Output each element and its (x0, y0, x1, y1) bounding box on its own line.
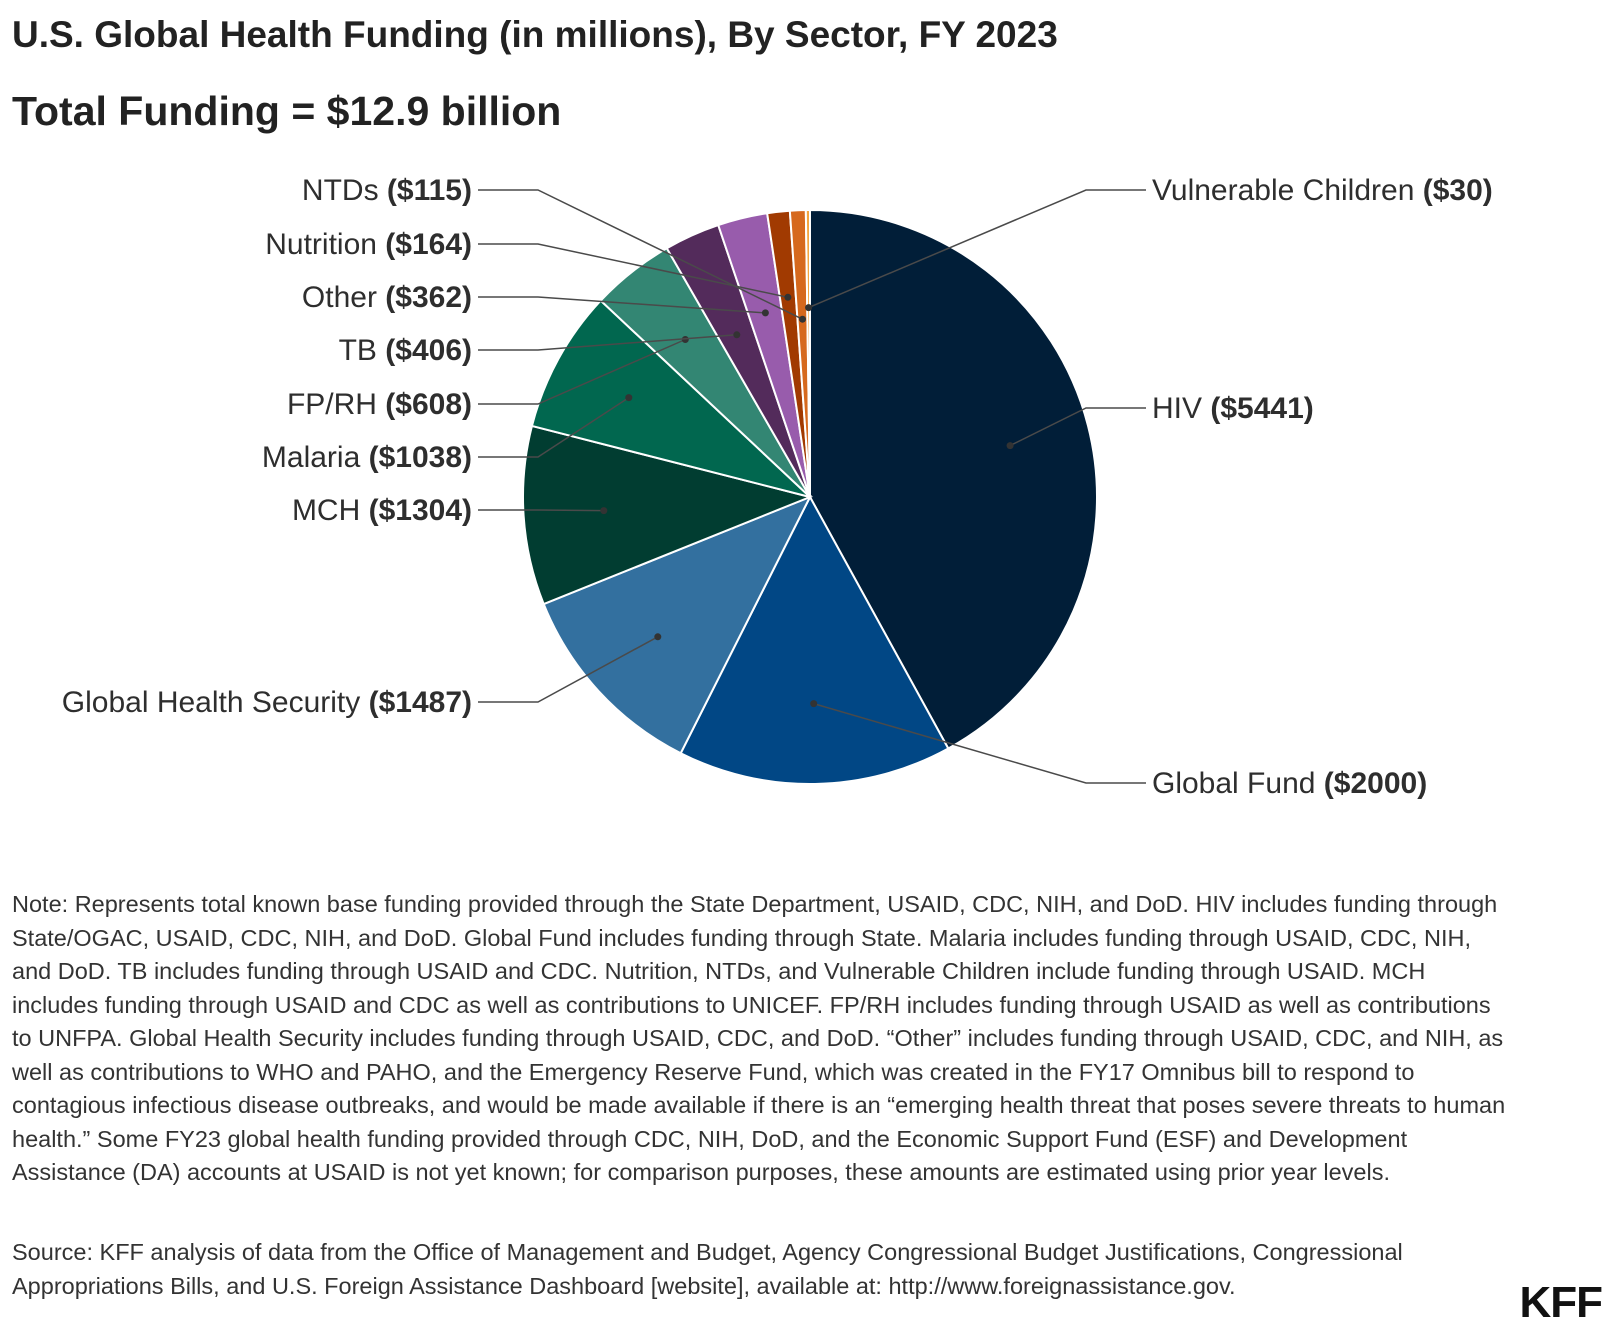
leader-line-fp-rh (478, 338, 686, 405)
slice-label-global-health-security: Global Health Security ($1487) (62, 686, 472, 719)
leader-line-vulnerable-children (808, 189, 1146, 309)
leader-line-hiv (1009, 407, 1146, 447)
slice-label-name: TB (339, 334, 386, 367)
leader-dot-global-fund (810, 700, 818, 708)
slice-label-hiv: HIV ($5441) (1152, 392, 1314, 425)
slice-label-value: ($2000) (1324, 767, 1427, 800)
leader-line-other (478, 296, 766, 314)
slice-label-name: Other (302, 281, 385, 314)
slice-label-name: Vulnerable Children (1152, 174, 1423, 207)
slice-label-other: Other ($362) (302, 281, 472, 314)
slice-hiv (809, 208, 1098, 750)
slice-label-name: HIV (1152, 392, 1210, 425)
slice-label-name: Global Health Security (62, 686, 369, 719)
slice-label-name: Nutrition (265, 228, 385, 261)
leader-dot-mch (600, 507, 608, 515)
slice-label-value: ($115) (387, 174, 472, 207)
slice-labels: HIV ($5441) Global Fund ($2000) Global Hea… (62, 174, 1493, 800)
kff-logo: KFF (1519, 1278, 1603, 1327)
slice-label-name: NTDs (302, 174, 387, 207)
slice-label-value: ($5441) (1210, 392, 1313, 425)
slice-label-value: ($362) (385, 281, 472, 314)
slice-label-tb: TB ($406) (339, 334, 472, 367)
leader-line-global-fund (813, 702, 1146, 784)
slice-global-health-security (542, 495, 813, 755)
slice-label-value: ($164) (385, 228, 472, 261)
leader-line-malaria (478, 396, 630, 458)
slice-label-name: MCH (292, 494, 369, 527)
slice-label-malaria: Malaria ($1038) (262, 441, 472, 474)
slice-label-value: ($30) (1423, 174, 1493, 207)
leader-line-mch (478, 509, 604, 512)
leader-line-nutrition (478, 243, 789, 299)
slice-malaria (530, 299, 811, 498)
leader-dot-fp-rh (681, 336, 689, 343)
slice-label-value: ($406) (385, 334, 472, 367)
source-note: Source: KFF analysis of data from the Of… (12, 1239, 1403, 1299)
chart-subtitle: Total Funding = $12.9 billion (12, 88, 562, 134)
leader-line-global-health-security (478, 636, 659, 703)
slice-label-nutrition: Nutrition ($164) (265, 228, 472, 261)
slice-label-fp-rh: FP/RH ($608) (287, 388, 472, 421)
slice-label-vulnerable-children: Vulnerable Children ($30) (1152, 174, 1493, 207)
slice-label-value: ($1487) (369, 686, 472, 719)
pie-chart: HIV ($5441) Global Fund ($2000) Global Hea… (62, 174, 1493, 800)
chart-title: U.S. Global Health Funding (in millions)… (12, 14, 1058, 55)
slice-label-name: Global Fund (1152, 767, 1324, 800)
slice-mch (522, 424, 814, 606)
leader-dot-tb (733, 331, 741, 339)
leader-dot-global-health-security (654, 633, 662, 641)
slice-vulnerable-children (804, 208, 811, 498)
leader-dot-hiv (1006, 442, 1014, 450)
slice-global-fund (679, 494, 950, 785)
pie-slices (522, 208, 1098, 785)
leader-dot-nutrition (784, 293, 792, 301)
leader-dot-malaria (625, 394, 633, 402)
slice-label-value: ($1038) (369, 441, 472, 474)
slice-label-mch: MCH ($1304) (292, 494, 472, 527)
leader-line-ntds (478, 189, 803, 320)
footnote: Note: Represents total known base fundin… (12, 891, 1506, 1185)
leader-line-tb (478, 334, 737, 351)
slice-label-global-fund: Global Fund ($2000) (1152, 767, 1427, 800)
leader-lines (478, 189, 1146, 784)
slice-label-value: ($1304) (369, 494, 472, 527)
slice-label-value: ($608) (385, 388, 472, 421)
slice-label-name: FP/RH (287, 388, 385, 421)
slice-label-ntds: NTDs ($115) (302, 174, 472, 207)
leader-dot-ntds (799, 315, 806, 323)
slice-label-name: Malaria (262, 441, 369, 474)
leader-dot-other (761, 309, 769, 317)
leader-dot-vulnerable-children (805, 304, 813, 312)
